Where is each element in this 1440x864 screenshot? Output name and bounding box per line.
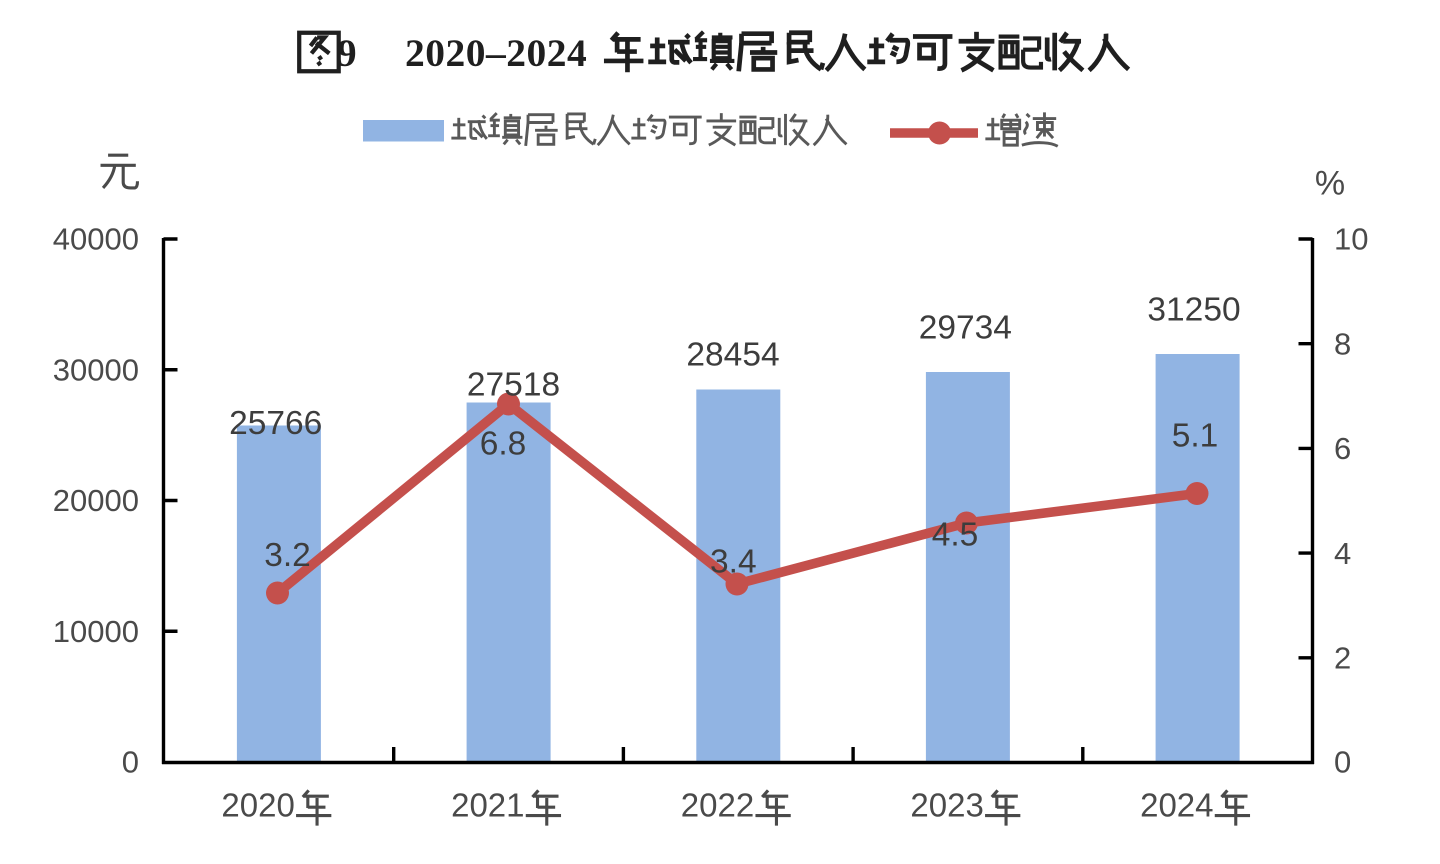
svg-text:9: 9 [337,31,357,75]
svg-text:28454: 28454 [686,337,779,374]
svg-text:40000: 40000 [53,222,139,257]
svg-text:10: 10 [1334,222,1368,257]
svg-text:20000: 20000 [53,483,139,518]
svg-text:27518: 27518 [467,366,560,403]
svg-text:31250: 31250 [1147,291,1240,328]
svg-text:0: 0 [122,745,139,780]
svg-text:10000: 10000 [53,614,139,649]
svg-text:3.4: 3.4 [710,544,757,581]
svg-text:2020–2024: 2020–2024 [405,31,587,75]
svg-text:30000: 30000 [53,353,139,388]
svg-text:8: 8 [1334,326,1351,361]
svg-text:2020: 2020 [221,787,294,824]
svg-text:4.5: 4.5 [932,516,979,553]
svg-text:0: 0 [1334,745,1351,780]
svg-text:25766: 25766 [229,405,322,442]
svg-text:5.1: 5.1 [1172,418,1219,455]
svg-text:%: % [1315,165,1345,203]
svg-text:3.2: 3.2 [264,537,311,574]
svg-text:2022: 2022 [681,787,754,824]
svg-text:2024: 2024 [1140,787,1213,824]
svg-text:6.8: 6.8 [480,426,527,463]
svg-text:6: 6 [1334,431,1351,466]
svg-text:2: 2 [1334,641,1351,676]
svg-text:2023: 2023 [910,787,983,824]
svg-text:2021: 2021 [451,787,524,824]
svg-text:29734: 29734 [919,309,1012,346]
svg-text:4: 4 [1334,536,1351,571]
